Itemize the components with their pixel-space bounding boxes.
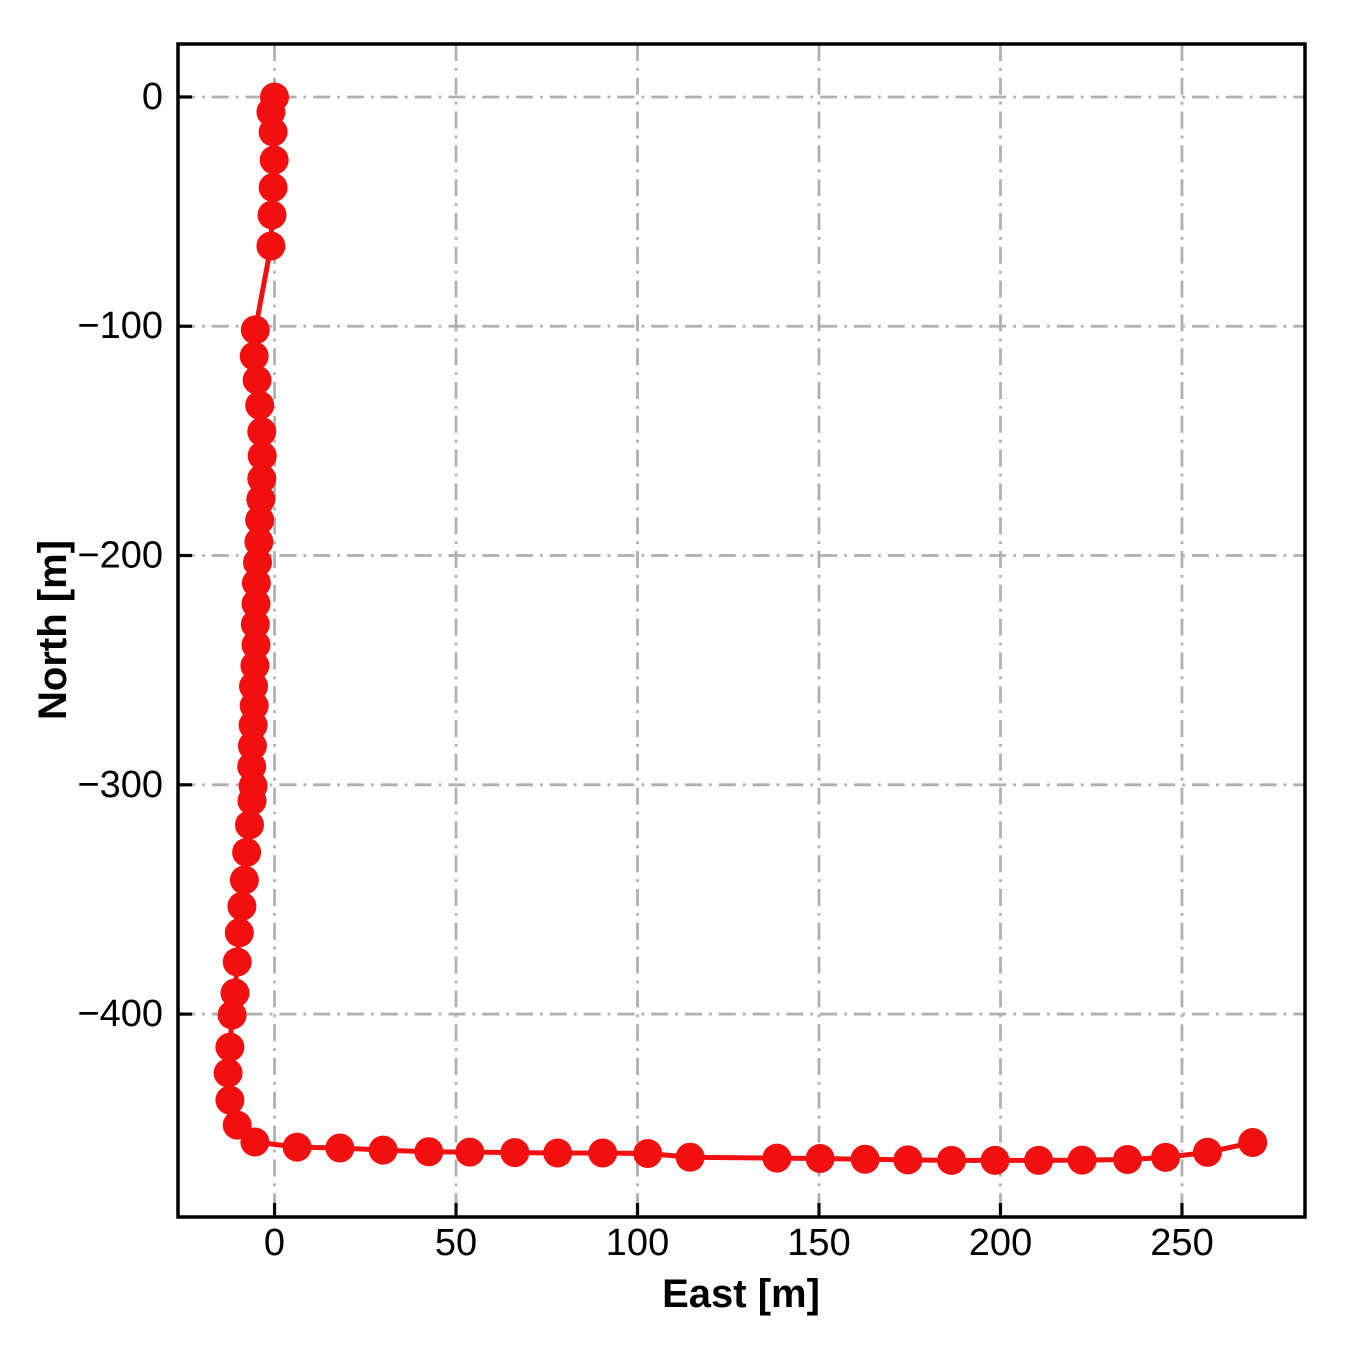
trajectory-marker xyxy=(256,231,286,261)
trajectory-marker xyxy=(455,1137,485,1167)
trajectory-marker xyxy=(1151,1142,1181,1172)
trajectory-marker xyxy=(237,786,267,816)
trajectory-marker xyxy=(244,527,274,557)
plot-frame xyxy=(176,42,1307,1219)
y-tick-label: 0 xyxy=(142,76,163,118)
trajectory-marker xyxy=(215,1085,245,1115)
trajectory-marker xyxy=(1024,1145,1054,1175)
y-axis-label: North [m] xyxy=(31,540,75,720)
trajectory-marker xyxy=(240,1127,270,1157)
x-tick-label: 100 xyxy=(606,1222,669,1264)
trajectory-marker xyxy=(240,609,270,639)
trajectory-marker xyxy=(240,651,270,681)
trajectory-marker xyxy=(937,1145,966,1175)
trajectory-marker xyxy=(232,837,262,867)
x-tick-label: 250 xyxy=(1150,1222,1213,1264)
trajectory-marker xyxy=(588,1138,618,1168)
trajectory-marker xyxy=(222,947,252,977)
trajectory-marker xyxy=(227,891,257,921)
y-tick-label: −400 xyxy=(77,993,163,1035)
trajectory-marker xyxy=(229,865,259,895)
trajectory-marker xyxy=(850,1144,880,1174)
y-tick-label: −300 xyxy=(77,764,163,806)
trajectory-marker xyxy=(259,145,289,175)
trajectory-marker xyxy=(241,589,271,619)
trajectory-marker xyxy=(245,505,275,535)
trajectory-marker xyxy=(1192,1137,1222,1167)
trajectory-marker xyxy=(247,464,277,494)
x-tick-label: 50 xyxy=(435,1222,477,1264)
trajectory-marker xyxy=(220,978,250,1008)
trajectory-marker xyxy=(242,365,272,395)
grid-lines xyxy=(178,44,1305,1217)
trajectory-marker xyxy=(217,1000,247,1030)
trajectory-marker xyxy=(243,547,272,577)
trajectory-marker xyxy=(414,1137,444,1167)
tick-labels: 0 50 100 150 200 250 0 −100 −200 −300 −400 xyxy=(77,76,1213,1264)
trajectory-marker xyxy=(237,731,267,761)
trajectory-marker xyxy=(257,200,287,230)
x-tick-label: 0 xyxy=(264,1222,285,1264)
axes-frame xyxy=(176,42,1307,1219)
y-tick-label: −100 xyxy=(77,305,163,347)
x-tick-label: 200 xyxy=(969,1222,1032,1264)
trajectory-marker xyxy=(241,568,271,598)
y-tick-label: −200 xyxy=(77,535,163,577)
trajectory-marker xyxy=(543,1138,573,1168)
trajectory-series xyxy=(213,82,1268,1175)
x-tick-label: 150 xyxy=(787,1222,850,1264)
trajectory-marker xyxy=(325,1133,355,1163)
trajectory-marker xyxy=(1067,1145,1097,1175)
trajectory-marker xyxy=(215,1032,245,1062)
trajectory-marker xyxy=(213,1058,243,1088)
trajectory-marker xyxy=(246,484,276,514)
trajectory-marker xyxy=(893,1145,923,1175)
trajectory-marker xyxy=(1113,1145,1142,1174)
trajectory-marker xyxy=(239,341,269,371)
trajectory-marker xyxy=(980,1145,1010,1175)
trajectory-marker xyxy=(258,117,288,147)
trajectory-marker xyxy=(258,173,288,202)
trajectory-marker xyxy=(1238,1128,1268,1157)
trajectory-marker xyxy=(240,315,270,345)
trajectory-marker xyxy=(368,1135,398,1165)
trajectory-marker xyxy=(235,810,264,840)
trajectory-marker xyxy=(241,630,271,660)
trajectory-marker xyxy=(675,1142,705,1172)
trajectory-marker xyxy=(245,390,275,420)
trajectory-marker xyxy=(633,1139,663,1168)
trajectory-line xyxy=(225,94,1256,1163)
trajectory-marker xyxy=(238,710,268,740)
trajectory-marker xyxy=(247,441,277,471)
trajectory-marker xyxy=(500,1138,530,1168)
trajectory-marker xyxy=(282,1132,312,1162)
x-axis-label: East [m] xyxy=(662,1272,820,1316)
axis-ticks xyxy=(178,95,1184,1217)
trajectory-marker xyxy=(805,1144,835,1173)
trajectory-marker xyxy=(247,417,277,447)
trajectory-marker xyxy=(762,1143,792,1173)
trajectory-marker xyxy=(224,918,254,948)
